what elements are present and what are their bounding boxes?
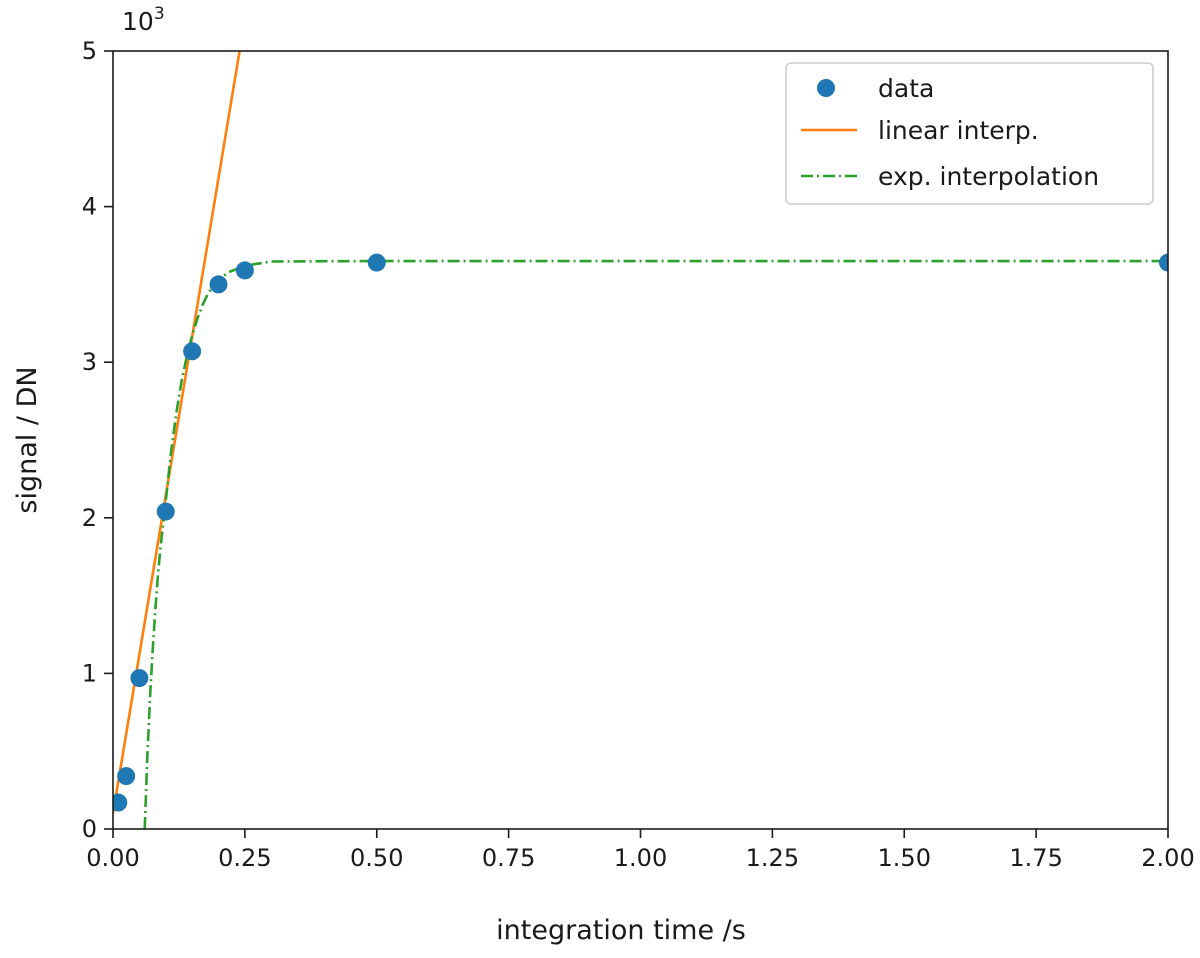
legend-label-linear: linear interp. (878, 116, 1039, 145)
data-point (130, 669, 149, 688)
exp-interpolation-line (143, 259, 1168, 829)
legend: data linear interp. exp. interpolation (785, 62, 1154, 205)
x-tick-label: 1.75 (1009, 844, 1062, 872)
data-point (1159, 253, 1168, 272)
x-tick-label: 0.25 (218, 844, 271, 872)
legend-marker-data (817, 79, 835, 97)
data-point (117, 767, 136, 786)
y-multiplier-base: 10 (122, 7, 154, 36)
y-tick-label: 0 (82, 815, 97, 843)
y-tick-label: 5 (82, 37, 97, 65)
x-tick-label: 0.00 (86, 844, 139, 872)
legend-label-data: data (878, 74, 934, 103)
y-axis-label: signal / DN (12, 366, 43, 513)
data-point (156, 502, 175, 521)
x-tick-label: 1.00 (614, 844, 667, 872)
y-tick-label: 1 (82, 659, 97, 687)
data-point (113, 793, 128, 812)
y-tick-label: 3 (82, 348, 97, 376)
y-multiplier-exponent: 3 (154, 4, 165, 24)
x-axis: 0.00 0.25 0.50 0.75 1.00 1.25 1.50 1.75 2.00 (86, 829, 1195, 872)
data-point (183, 342, 202, 361)
linear-interp-line (113, 51, 241, 814)
data-point (209, 275, 228, 294)
legend-box (785, 62, 1154, 205)
y-tick-label: 2 (82, 504, 97, 532)
x-tick-label: 1.50 (878, 844, 931, 872)
y-axis: 0 1 2 3 4 5 (82, 37, 113, 843)
x-tick-label: 0.50 (350, 844, 403, 872)
data-point (235, 261, 254, 280)
x-tick-label: 0.75 (482, 844, 535, 872)
x-axis-label: integration time /s (496, 915, 746, 946)
data-point (367, 253, 386, 272)
y-tick-label: 4 (82, 193, 97, 221)
y-axis-multiplier: 103 (122, 4, 165, 36)
x-tick-label: 2.00 (1141, 844, 1194, 872)
legend-label-exp: exp. interpolation (878, 162, 1099, 191)
x-tick-label: 1.25 (746, 844, 799, 872)
